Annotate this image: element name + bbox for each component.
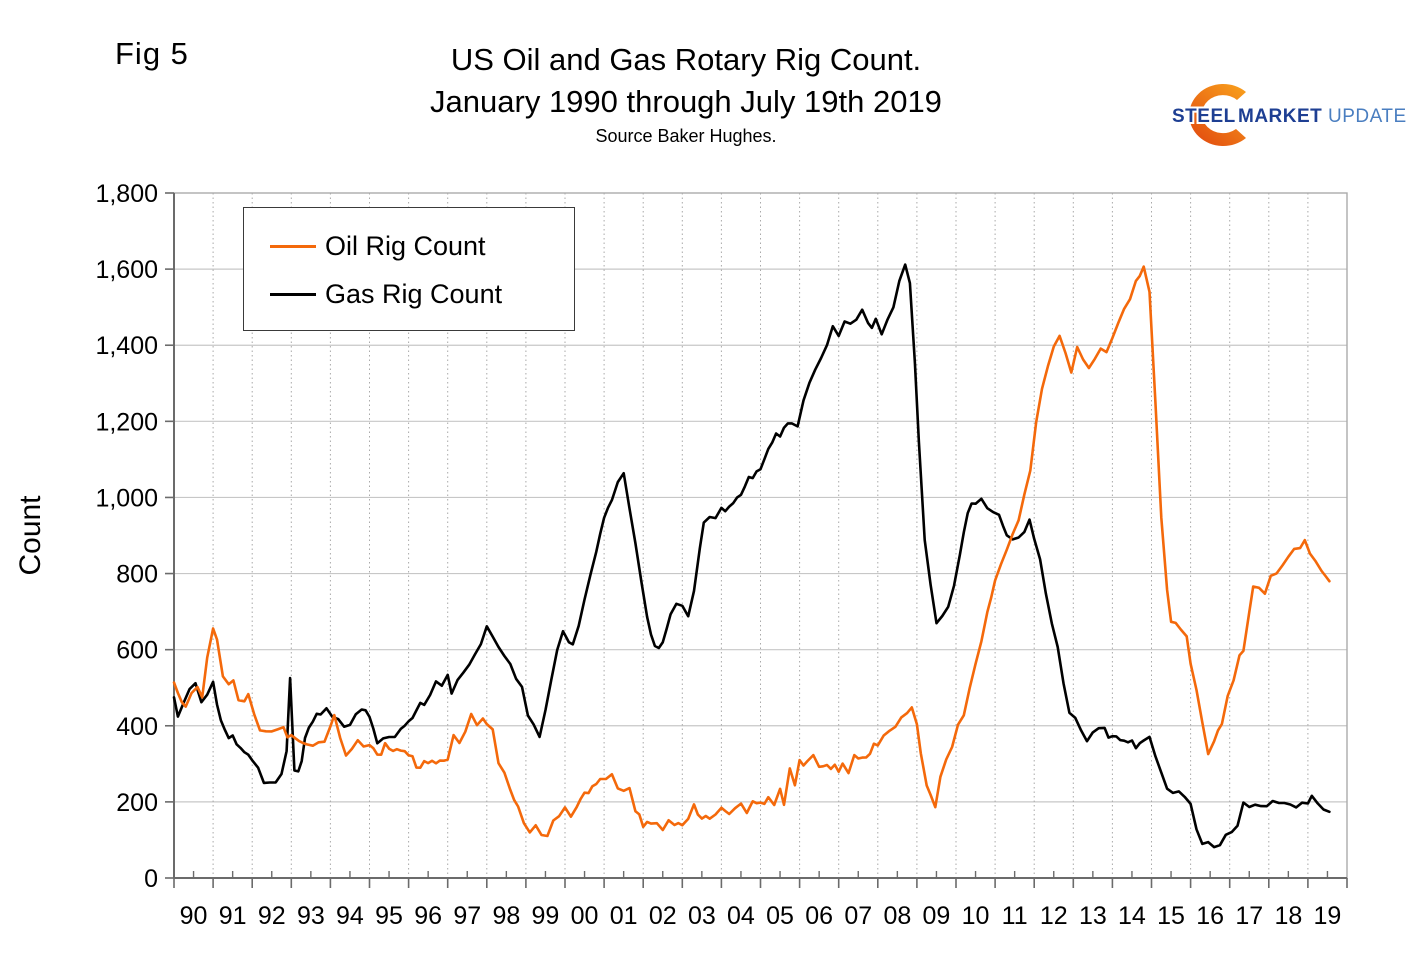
y-axis-label: 1,400 xyxy=(95,332,158,360)
logo-word-market: MARKET xyxy=(1238,106,1322,127)
steel-market-update-logo: STEEL MARKET UPDATE xyxy=(1170,84,1407,146)
x-axis-label: 19 xyxy=(1314,902,1342,930)
x-axis-label: 06 xyxy=(805,902,833,930)
legend-label-gas: Gas Rig Count xyxy=(325,278,503,309)
y-axis-label: 600 xyxy=(116,637,158,665)
oil-series-line xyxy=(172,265,1331,838)
x-axis-label: 94 xyxy=(336,902,364,930)
chart-header: US Oil and Gas Rotary Rig Count. January… xyxy=(0,0,1372,147)
x-axis-label: 99 xyxy=(532,902,560,930)
logo-swoosh-icon xyxy=(1189,84,1246,146)
y-axis-label: 400 xyxy=(116,713,158,741)
x-axis-label: 09 xyxy=(923,902,951,930)
chart-legend: Oil Rig Count Gas Rig Count xyxy=(243,207,575,331)
chart-source-note: Source Baker Hughes. xyxy=(595,126,777,146)
x-axis-label: 10 xyxy=(962,902,990,930)
x-axis-label: 07 xyxy=(844,902,872,930)
y-axis-label: 1,600 xyxy=(95,256,158,284)
legend-item-gas: Gas Rig Count xyxy=(270,270,574,318)
x-axis-label: 08 xyxy=(883,902,911,930)
x-axis-label: 17 xyxy=(1235,902,1263,930)
x-axis-label: 12 xyxy=(1040,902,1068,930)
x-axis-label: 95 xyxy=(375,902,403,930)
x-axis-label: 18 xyxy=(1274,902,1302,930)
x-axis-label: 90 xyxy=(180,902,208,930)
x-axis-label: 91 xyxy=(219,902,247,930)
y-axis-label: 200 xyxy=(116,789,158,817)
y-axis-label: 1,800 xyxy=(95,180,158,208)
x-axis-label: 04 xyxy=(727,902,755,930)
legend-label-oil: Oil Rig Count xyxy=(325,230,486,261)
y-axis-label: 0 xyxy=(144,865,158,893)
y-axis-label: 800 xyxy=(116,561,158,589)
y-axis-title: Count xyxy=(14,495,47,576)
oil-line-sample-icon xyxy=(270,244,316,248)
x-axis-label: 03 xyxy=(688,902,716,930)
x-axis-label: 14 xyxy=(1118,902,1146,930)
logo-word-update: UPDATE xyxy=(1328,106,1407,127)
x-axis-label: 93 xyxy=(297,902,325,930)
x-axis-label: 00 xyxy=(571,902,599,930)
y-axis-label: 1,200 xyxy=(95,408,158,436)
x-axis-label: 11 xyxy=(1002,902,1028,930)
x-axis-label: 15 xyxy=(1157,902,1185,930)
x-axis-label: 97 xyxy=(453,902,481,930)
x-axis-label: 92 xyxy=(258,902,286,930)
x-axis-label: 02 xyxy=(649,902,677,930)
legend-item-oil: Oil Rig Count xyxy=(270,222,574,270)
chart-subtitle: January 1990 through July 19th 2019 xyxy=(430,84,942,119)
x-axis-label: 13 xyxy=(1079,902,1107,930)
x-axis-label: 01 xyxy=(610,902,638,930)
x-axis-label: 16 xyxy=(1196,902,1224,930)
x-axis-label: 96 xyxy=(414,902,442,930)
gas-line-sample-icon xyxy=(270,292,316,296)
chart-title: US Oil and Gas Rotary Rig Count. xyxy=(450,42,922,77)
logo-word-steel: STEEL xyxy=(1172,106,1236,127)
y-axis-label: 1,000 xyxy=(95,484,158,512)
x-axis-label: 05 xyxy=(766,902,794,930)
x-axis-label: 98 xyxy=(492,902,520,930)
figure-number-label: Fig 5 xyxy=(115,36,189,71)
gas-series-line xyxy=(172,263,1331,849)
